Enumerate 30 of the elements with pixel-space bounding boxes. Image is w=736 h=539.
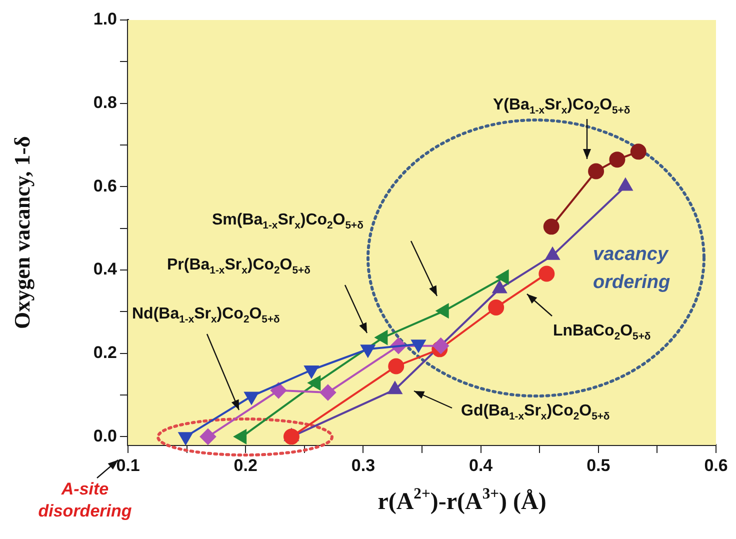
- annotation: vacancy ordering: [593, 244, 670, 294]
- y-tick-label: 0.4: [93, 260, 118, 279]
- point: [320, 384, 336, 400]
- point: [630, 144, 646, 160]
- text: A-site disordering: [38, 480, 132, 521]
- point: [488, 300, 504, 316]
- point: [432, 338, 449, 354]
- point: [234, 430, 247, 444]
- x-tick-label: 0.1: [116, 456, 140, 475]
- point: [375, 330, 388, 345]
- point: [609, 152, 626, 168]
- point: [270, 382, 287, 398]
- point: [308, 376, 321, 390]
- point: [538, 266, 555, 282]
- x-tick-label: 0.4: [468, 456, 494, 475]
- point: [543, 218, 560, 235]
- point: [588, 163, 604, 180]
- y-tick-label: 1.0: [93, 10, 117, 29]
- y-tick-label: 0.6: [93, 176, 117, 196]
- x-tick-label: 0.5: [586, 456, 610, 475]
- point: [388, 358, 404, 374]
- x-tick-label: 0.6: [704, 456, 728, 475]
- y-tick-label: 0.8: [93, 93, 117, 112]
- y-tick-label: 0.2: [93, 343, 117, 362]
- point: [283, 428, 300, 445]
- y-tick-label: 0.0: [93, 426, 117, 446]
- x-tick-label: 0.2: [234, 456, 258, 475]
- point: [200, 428, 216, 445]
- y-axis-title: Oxygen vacancy, 1-δ: [10, 136, 35, 329]
- x-tick-label: 0.3: [351, 456, 376, 475]
